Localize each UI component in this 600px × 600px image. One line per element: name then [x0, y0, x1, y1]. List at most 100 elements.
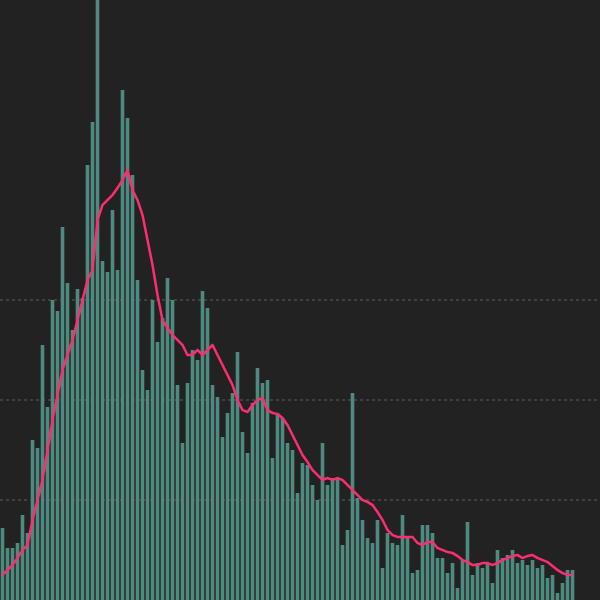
bar	[415, 570, 420, 600]
bar	[355, 498, 360, 600]
bar	[145, 390, 150, 600]
bar	[555, 593, 560, 600]
bar	[35, 448, 40, 600]
bar	[90, 122, 95, 600]
bar	[10, 548, 15, 600]
bar	[530, 560, 535, 600]
bar	[180, 443, 185, 600]
bar	[445, 573, 450, 600]
bar	[190, 350, 195, 600]
bar	[510, 550, 515, 600]
bar	[390, 543, 395, 600]
bar	[130, 175, 135, 600]
bar	[0, 528, 5, 600]
bar	[475, 563, 480, 600]
bar	[205, 308, 210, 600]
bar	[470, 575, 475, 600]
bar	[440, 558, 445, 600]
bar	[170, 300, 175, 600]
bar	[220, 437, 225, 600]
bar	[75, 289, 80, 600]
bar	[480, 568, 485, 600]
bar	[150, 300, 155, 600]
bar	[85, 165, 90, 600]
bar	[210, 385, 215, 600]
bar	[110, 210, 115, 600]
bar	[335, 478, 340, 600]
bar	[135, 280, 140, 600]
bar	[175, 385, 180, 600]
bar	[80, 298, 85, 600]
bar	[340, 545, 345, 600]
bar	[375, 520, 380, 600]
bar	[265, 380, 270, 600]
bar	[165, 278, 170, 600]
bar	[540, 565, 545, 600]
bar	[435, 558, 440, 600]
bar	[155, 342, 160, 600]
bar	[350, 393, 355, 600]
bar	[380, 568, 385, 600]
bar	[200, 291, 205, 600]
bar	[395, 545, 400, 600]
bar	[515, 563, 520, 600]
bar	[115, 270, 120, 600]
bar	[490, 583, 495, 600]
bar	[300, 463, 305, 600]
bar	[315, 500, 320, 600]
bar	[535, 568, 540, 600]
bar	[420, 525, 425, 600]
bar	[525, 565, 530, 600]
bar	[495, 550, 500, 600]
bar	[320, 443, 325, 600]
bar	[425, 525, 430, 600]
bar	[240, 432, 245, 600]
bar	[305, 465, 310, 600]
bar	[330, 478, 335, 600]
bar	[455, 588, 460, 600]
bar	[15, 543, 20, 600]
bar	[5, 548, 10, 600]
bar	[560, 583, 565, 600]
bar	[20, 515, 25, 600]
bar	[25, 533, 30, 600]
bar	[360, 520, 365, 600]
bar	[160, 318, 165, 600]
bar	[125, 118, 130, 600]
bar	[215, 397, 220, 600]
bar	[225, 413, 230, 600]
bar	[270, 458, 275, 600]
bar	[55, 311, 60, 600]
bar	[260, 383, 265, 600]
bar	[250, 403, 255, 600]
bar	[45, 407, 50, 600]
bar	[140, 370, 145, 600]
bar	[565, 570, 570, 600]
bar	[345, 530, 350, 600]
bar	[70, 330, 75, 600]
bar	[280, 418, 285, 600]
bar	[105, 272, 110, 600]
bar	[485, 563, 490, 600]
bar	[365, 538, 370, 600]
bar	[570, 570, 575, 600]
bar	[460, 560, 465, 600]
bar	[100, 261, 105, 600]
bar	[500, 558, 505, 600]
bar	[400, 515, 405, 600]
bar	[230, 393, 235, 600]
bar	[185, 383, 190, 600]
bar	[325, 485, 330, 600]
bar	[520, 560, 525, 600]
bar	[385, 533, 390, 600]
bar	[505, 555, 510, 600]
bar	[120, 90, 125, 600]
bar	[275, 413, 280, 600]
bar	[65, 283, 70, 600]
bar	[450, 563, 455, 600]
bar	[195, 360, 200, 600]
bar	[245, 453, 250, 600]
bar	[60, 227, 65, 600]
